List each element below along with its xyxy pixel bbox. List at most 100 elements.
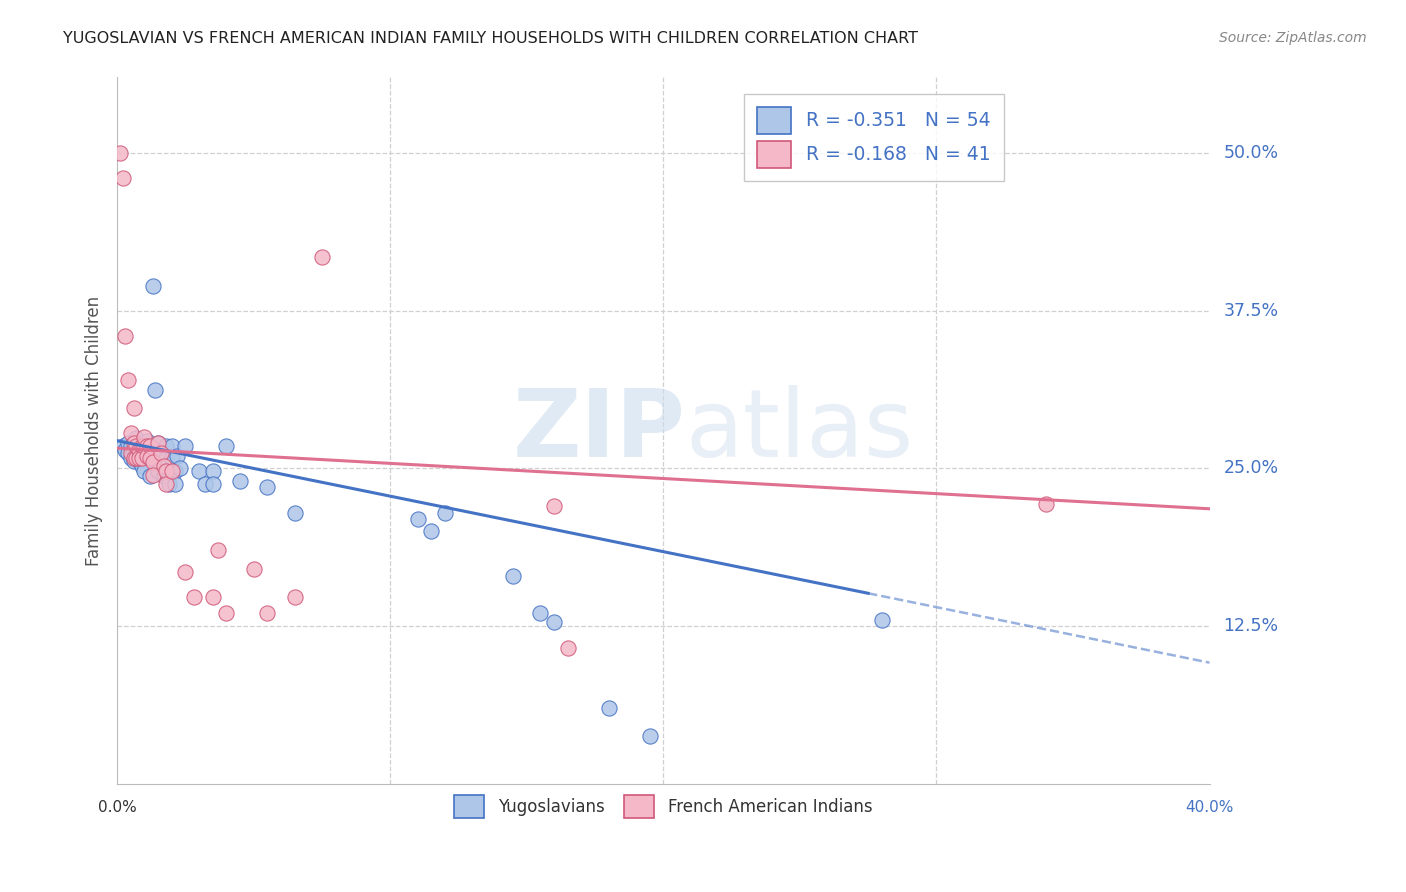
Point <box>111 171 134 186</box>
Point <box>117 446 139 460</box>
Point <box>120 446 142 460</box>
Point <box>139 439 162 453</box>
Point <box>215 439 238 453</box>
Point <box>146 436 169 450</box>
Point <box>136 449 159 463</box>
Point <box>433 506 456 520</box>
Point <box>136 439 159 453</box>
Point <box>420 524 443 539</box>
Point <box>111 439 134 453</box>
Point <box>139 469 162 483</box>
Point <box>201 464 224 478</box>
Point <box>117 436 139 450</box>
Point <box>155 439 177 453</box>
Point <box>128 454 150 468</box>
Point <box>128 451 150 466</box>
Text: ZIP: ZIP <box>512 384 685 476</box>
Point <box>122 436 145 450</box>
Point <box>155 476 177 491</box>
Point <box>125 439 148 453</box>
Point <box>311 250 333 264</box>
Point <box>122 451 145 466</box>
Point <box>145 383 167 397</box>
Point <box>131 458 153 473</box>
Point <box>174 439 197 453</box>
Point <box>155 464 177 478</box>
Point <box>131 443 153 458</box>
Point <box>122 443 145 458</box>
Point <box>149 446 172 460</box>
Point <box>134 430 156 444</box>
Point <box>139 451 162 466</box>
Point <box>136 434 159 448</box>
Point <box>157 476 180 491</box>
Point <box>146 436 169 450</box>
Point <box>122 454 145 468</box>
Point <box>134 464 156 478</box>
Point <box>142 455 165 469</box>
Point <box>114 442 136 457</box>
Point <box>142 278 165 293</box>
Point <box>163 476 186 491</box>
Point <box>502 568 524 582</box>
Text: 50.0%: 50.0% <box>1223 145 1278 162</box>
Point <box>284 590 307 604</box>
Point <box>256 480 278 494</box>
Legend: Yugoslavians, French American Indians: Yugoslavians, French American Indians <box>447 788 879 825</box>
Point <box>131 451 153 466</box>
Point <box>157 464 180 478</box>
Point <box>242 562 264 576</box>
Point <box>529 607 551 621</box>
Text: 40.0%: 40.0% <box>1185 800 1233 815</box>
Point <box>166 449 188 463</box>
Point <box>163 464 186 478</box>
Point <box>134 439 156 453</box>
Point <box>201 590 224 604</box>
Point <box>183 590 205 604</box>
Point <box>1035 497 1057 511</box>
Point <box>284 506 307 520</box>
Point <box>160 451 183 466</box>
Point <box>146 464 169 478</box>
Point <box>152 469 174 483</box>
Point <box>557 640 579 655</box>
Point <box>152 458 174 473</box>
Point <box>120 426 142 441</box>
Point <box>406 512 429 526</box>
Point <box>125 451 148 466</box>
Text: YUGOSLAVIAN VS FRENCH AMERICAN INDIAN FAMILY HOUSEHOLDS WITH CHILDREN CORRELATIO: YUGOSLAVIAN VS FRENCH AMERICAN INDIAN FA… <box>63 31 918 46</box>
Text: 0.0%: 0.0% <box>98 800 136 815</box>
Point <box>598 701 620 715</box>
Point <box>117 373 139 387</box>
Point <box>188 464 211 478</box>
Point <box>149 449 172 463</box>
Point <box>142 467 165 482</box>
Point <box>108 146 131 161</box>
Point <box>136 449 159 463</box>
Point <box>134 439 156 453</box>
Point <box>131 439 153 453</box>
Point <box>174 565 197 579</box>
Point <box>201 476 224 491</box>
Point <box>160 464 183 478</box>
Point <box>215 607 238 621</box>
Point <box>543 500 565 514</box>
Point <box>207 543 229 558</box>
Point <box>155 451 177 466</box>
Point <box>114 329 136 343</box>
Point <box>229 474 252 488</box>
Point <box>125 446 148 460</box>
Point <box>128 439 150 453</box>
Text: 25.0%: 25.0% <box>1223 459 1278 477</box>
Text: atlas: atlas <box>685 384 914 476</box>
Y-axis label: Family Households with Children: Family Households with Children <box>86 295 103 566</box>
Point <box>122 401 145 415</box>
Point <box>128 442 150 457</box>
Point <box>194 476 217 491</box>
Point <box>120 439 142 453</box>
Text: 12.5%: 12.5% <box>1223 617 1278 635</box>
Point <box>543 615 565 630</box>
Point <box>120 451 142 466</box>
Point <box>169 461 191 475</box>
Text: Source: ZipAtlas.com: Source: ZipAtlas.com <box>1219 31 1367 45</box>
